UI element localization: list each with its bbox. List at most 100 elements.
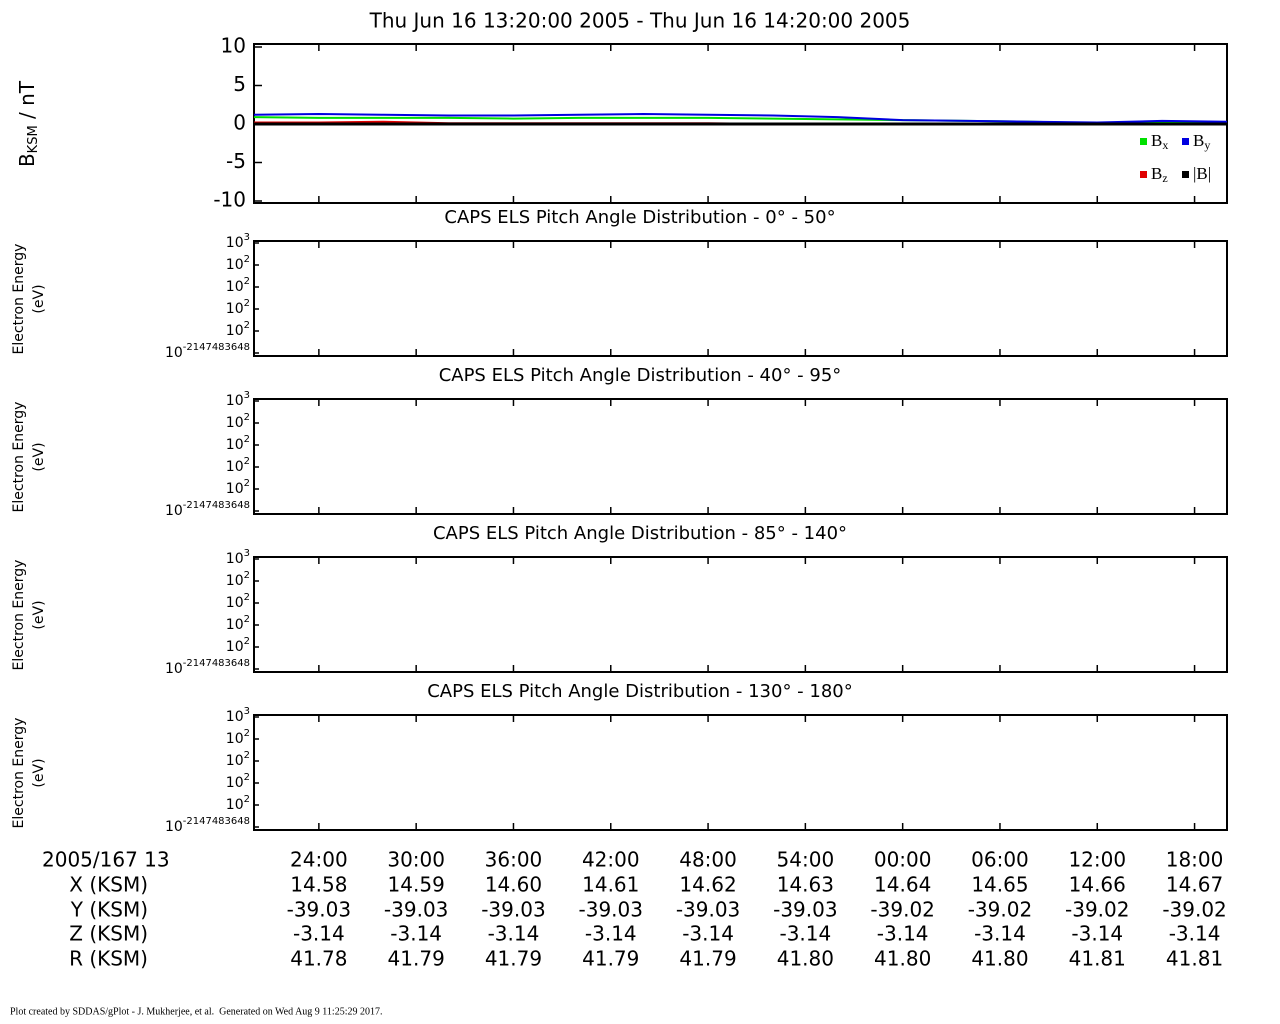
panel-title: CAPS ELS Pitch Angle Distribution - 85° … [433,523,847,544]
y-tick-base: 10 [226,393,244,409]
y-tick-base: 10 [226,753,244,769]
y-tick-base: 10 [165,661,183,677]
y-tick-label: 102 [226,320,250,339]
plot-frame [253,714,1228,831]
ephemeris-value: -3.14 [974,922,1026,946]
y-tick-label: 102 [226,750,250,769]
y-tick-exponent: 2 [244,434,250,445]
y-tick-base: 10 [226,797,244,813]
ephemeris-value: 14.66 [1069,873,1126,897]
y-axis-label: BKSM / nT [15,80,41,167]
ephemeris-value: -3.14 [1071,922,1123,946]
ephemeris-value: -3.14 [682,922,734,946]
ephemeris-value: 41.79 [679,947,736,971]
y-tick-base: 10 [226,415,244,431]
y-tick-label: 10-2147483648 [165,816,250,835]
y-tick-exponent: 2 [244,614,250,625]
ephemeris-label: 2005/167 13 [42,848,170,872]
series-line [253,112,1228,124]
y-tick-label: 103 [226,390,250,409]
ephemeris-value: -3.14 [488,922,540,946]
legend-name: B [1193,131,1204,150]
legend-label: By [1193,131,1210,152]
y-tick-base: 10 [226,323,244,339]
y-tick-base: 10 [226,775,244,791]
ephemeris-value: -39.03 [287,898,351,922]
legend-swatch [1182,138,1189,145]
legend-label: Bx [1151,131,1168,152]
y-tick-exponent: 2 [244,412,250,423]
y-tick-exponent: 2 [244,456,250,467]
y-tick-label: 10 [221,34,246,58]
panel-title: CAPS ELS Pitch Angle Distribution - 0° -… [444,207,835,228]
y-tick-label: -10 [213,188,246,212]
ephemeris-row-name: Z (KSM) [69,922,148,946]
ephemeris-value: 41.78 [290,947,347,971]
ephemeris-value: -39.03 [579,898,643,922]
ephemeris-value: -39.02 [1065,898,1129,922]
x-tick-label: 06:00 [971,848,1029,872]
ephemeris-value: -39.02 [968,898,1032,922]
ephemeris-value: 14.64 [874,873,931,897]
y-tick-label: 5 [233,72,246,96]
y-tick-label: 102 [226,570,250,589]
y-tick-exponent: 2 [244,750,250,761]
y-tick-base: 10 [165,345,183,361]
y-tick-base: 10 [226,301,244,317]
y-label-main: B [15,153,39,167]
ephemeris-value: -39.03 [481,898,545,922]
plot-frame [253,398,1228,515]
y-tick-exponent: 2 [244,298,250,309]
y-tick-label: 103 [226,706,250,725]
y-tick-label: 102 [226,592,250,611]
x-tick-label: 18:00 [1166,848,1224,872]
y-tick-base: 10 [226,235,244,251]
y-tick-exponent: 2 [244,276,250,287]
ephemeris-value: -39.02 [870,898,934,922]
y-tick-exponent: 2 [244,772,250,783]
chart-title: Thu Jun 16 13:20:00 2005 - Thu Jun 16 14… [369,9,911,33]
y-tick-label: 102 [226,434,250,453]
y-tick-base: 10 [226,639,244,655]
y-tick-base: 10 [226,257,244,273]
y-tick-exponent: 2 [244,636,250,647]
ephemeris-value: 41.81 [1069,947,1126,971]
footer: Plot created by SDDAS/gPlot - J. Mukherj… [10,1006,382,1017]
y-axis-label: (eV) [31,442,47,471]
ephemeris-value: -3.14 [390,922,442,946]
y-tick-base: 10 [165,819,183,835]
y-tick-exponent: -2147483648 [183,342,250,353]
y-tick-label: 102 [226,254,250,273]
ephemeris-value: -3.14 [585,922,637,946]
ephemeris-value: 41.79 [485,947,542,971]
y-tick-base: 10 [226,731,244,747]
y-tick-base: 10 [226,279,244,295]
y-tick-exponent: 2 [244,570,250,581]
y-tick-exponent: 3 [244,390,250,401]
ephemeris-value: 14.61 [582,873,639,897]
ephemeris-value: 14.63 [777,873,834,897]
x-tick-label: 30:00 [387,848,445,872]
y-tick-label: 103 [226,548,250,567]
y-tick-exponent: 3 [244,706,250,717]
x-tick-label: 54:00 [777,848,835,872]
legend-name: |B| [1193,164,1211,183]
ephemeris-value: 14.59 [388,873,445,897]
x-tick-label: 12:00 [1068,848,1126,872]
plot-frame [253,556,1228,673]
ephemeris-value: -3.14 [877,922,929,946]
ephemeris-value: -39.03 [384,898,448,922]
y-tick-base: 10 [226,709,244,725]
y-tick-label: 102 [226,614,250,633]
y-label-sub: KSM [26,125,41,153]
ephemeris-value: -39.03 [773,898,837,922]
y-tick-label: 10-2147483648 [165,658,250,677]
y-tick-base: 10 [226,459,244,475]
y-tick-base: 10 [226,551,244,567]
y-tick-label: 102 [226,298,250,317]
y-label-rest: / nT [15,80,39,125]
ephemeris-value: -39.02 [1162,898,1226,922]
ephemeris-value: 41.79 [582,947,639,971]
y-tick-label: 102 [226,478,250,497]
